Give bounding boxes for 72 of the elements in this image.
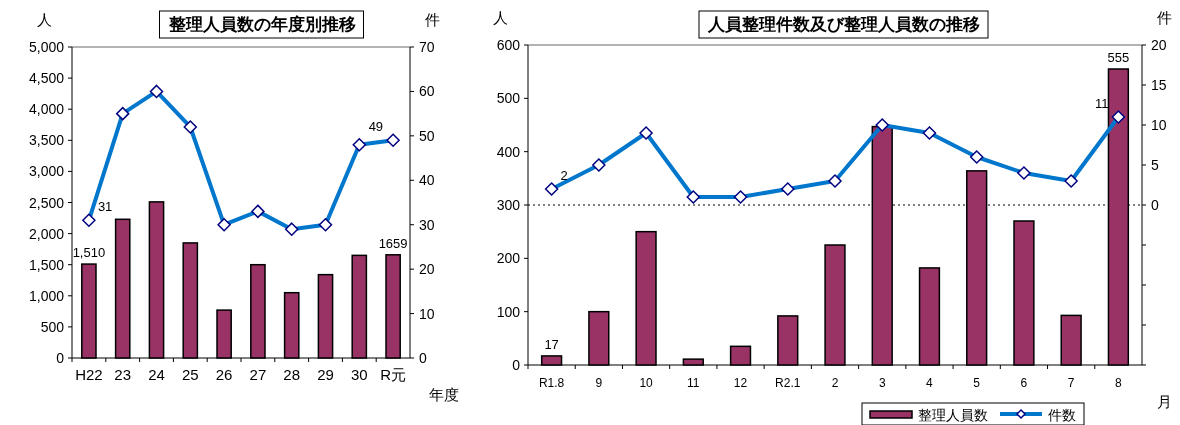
data-label: 1659 xyxy=(378,235,408,251)
y2-axis-title: 件 xyxy=(424,11,440,28)
data-label: 1,510 xyxy=(72,245,106,261)
data-label: 17 xyxy=(544,336,559,352)
y2-tick-label: 5 xyxy=(1151,157,1159,173)
chart-title: 整理人員数の年度別推移 xyxy=(167,15,356,34)
y2-tick-label: 50 xyxy=(419,127,435,144)
y-tick-label: 5,000 xyxy=(28,39,65,55)
x-tick-label: R1.8 xyxy=(538,376,565,390)
y2-tick-label: 10 xyxy=(419,305,435,322)
y-tick-label: 400 xyxy=(496,143,521,160)
x-tick-label: 4 xyxy=(926,376,934,390)
y-tick-label: 500 xyxy=(40,318,65,335)
y-tick-label: 200 xyxy=(496,250,521,267)
x-tick-label: 26 xyxy=(215,366,233,383)
data-label: 11 xyxy=(1094,96,1109,111)
y-tick-label: 1,500 xyxy=(28,256,65,273)
x-tick-label: 24 xyxy=(148,366,165,383)
x-tick-label: 8 xyxy=(1115,376,1123,390)
y2-tick-label: 40 xyxy=(419,172,435,189)
x-axis-title: 月 xyxy=(1156,393,1172,410)
y2-tick-label: 60 xyxy=(419,83,435,100)
y2-tick-label: 0 xyxy=(419,350,427,366)
data-label: 555 xyxy=(1107,50,1130,65)
y2-tick-label: 15 xyxy=(1151,77,1167,93)
y-axis-title: 人 xyxy=(492,9,508,26)
y2-tick-label: 30 xyxy=(419,216,435,233)
legend-label: 整理人員数 xyxy=(918,407,988,423)
y2-tick-label: 70 xyxy=(419,39,435,55)
x-tick-label: 7 xyxy=(1067,376,1075,390)
y-tick-label: 300 xyxy=(496,197,521,213)
y-tick-label: 0 xyxy=(512,357,521,373)
x-tick-label: 10 xyxy=(639,376,654,390)
y-tick-label: 3,500 xyxy=(28,132,65,149)
x-tick-label: 9 xyxy=(595,376,603,390)
data-label: 31 xyxy=(97,199,113,215)
y-tick-label: 4,000 xyxy=(28,101,65,118)
y-tick-label: 500 xyxy=(496,90,521,107)
y-tick-label: 0 xyxy=(56,350,65,366)
y-tick-label: 100 xyxy=(496,303,521,320)
x-tick-label: 25 xyxy=(181,366,199,383)
y-tick-label: 4,500 xyxy=(28,70,65,87)
y2-tick-label: 20 xyxy=(419,261,435,278)
y-tick-label: 3,000 xyxy=(28,163,65,180)
x-tick-label: R元 xyxy=(380,366,407,383)
y-tick-label: 600 xyxy=(496,37,521,53)
x-tick-label: H22 xyxy=(75,366,103,383)
y2-tick-label: 20 xyxy=(1151,37,1167,53)
y2-tick-label: 10 xyxy=(1151,117,1167,133)
x-tick-label: 3 xyxy=(878,376,886,390)
x-axis-title: 年度 xyxy=(429,386,459,403)
x-tick-label: 11 xyxy=(687,376,700,390)
x-tick-label: 28 xyxy=(283,366,301,383)
y-axis-title: 人 xyxy=(36,11,52,28)
y2-axis-title: 件 xyxy=(1156,9,1172,26)
x-tick-label: 12 xyxy=(733,376,748,390)
y-tick-label: 1,000 xyxy=(28,287,65,304)
y-tick-label: 2,500 xyxy=(28,194,65,211)
y2-tick-label: 0 xyxy=(1151,197,1159,213)
y-tick-label: 2,000 xyxy=(28,225,65,242)
x-tick-label: 29 xyxy=(317,366,334,383)
x-tick-label: 23 xyxy=(114,366,132,383)
x-tick-label: R2.1 xyxy=(775,376,801,390)
data-label: 2 xyxy=(560,168,568,183)
legend-label: 件数 xyxy=(1048,407,1076,423)
chart-title: 人員整理件数及び整理人員数の推移 xyxy=(707,15,980,34)
x-tick-label: 27 xyxy=(249,366,267,383)
x-tick-label: 5 xyxy=(973,376,981,390)
x-tick-label: 2 xyxy=(831,376,839,390)
data-label: 49 xyxy=(368,119,384,135)
x-tick-label: 6 xyxy=(1020,376,1028,390)
x-tick-label: 30 xyxy=(350,366,368,383)
